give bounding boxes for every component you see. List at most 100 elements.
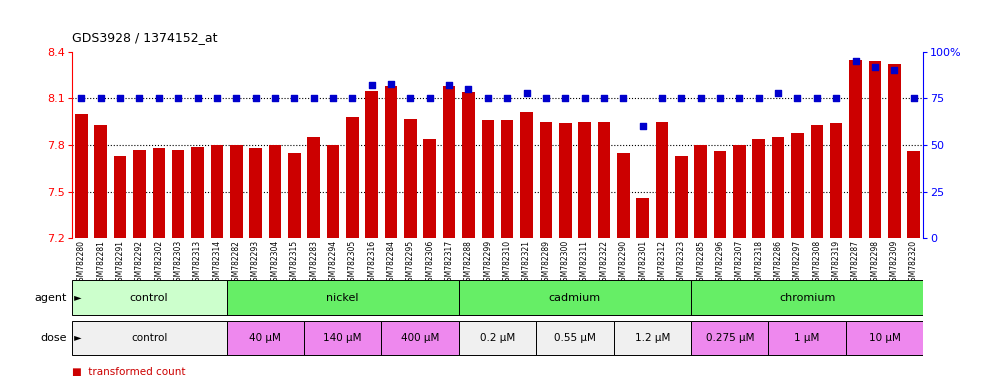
Point — [286, 95, 302, 101]
Bar — [72, 280, 226, 315]
Text: GSM782314: GSM782314 — [212, 240, 221, 286]
Bar — [614, 321, 691, 355]
Bar — [230, 145, 242, 238]
Bar — [733, 145, 746, 238]
Text: GSM782319: GSM782319 — [832, 240, 841, 286]
Text: GSM782315: GSM782315 — [290, 240, 299, 286]
Point — [673, 95, 689, 101]
Bar — [501, 120, 514, 238]
Text: GSM782318: GSM782318 — [754, 240, 763, 286]
Bar — [346, 117, 359, 238]
Point — [441, 82, 457, 88]
Text: GSM782293: GSM782293 — [251, 240, 260, 286]
Bar — [655, 122, 668, 238]
Point — [577, 95, 593, 101]
Bar — [559, 123, 572, 238]
Text: GSM782298: GSM782298 — [871, 240, 879, 286]
Text: GSM782304: GSM782304 — [271, 240, 280, 286]
Bar — [520, 113, 533, 238]
Bar — [869, 61, 881, 238]
Bar — [249, 148, 262, 238]
Bar — [191, 147, 204, 238]
Text: 0.55 μM: 0.55 μM — [554, 333, 596, 343]
Bar — [598, 122, 611, 238]
Text: GSM782313: GSM782313 — [193, 240, 202, 286]
Text: GSM782288: GSM782288 — [464, 240, 473, 286]
Text: GSM782322: GSM782322 — [600, 240, 609, 286]
Text: GSM782296: GSM782296 — [715, 240, 724, 286]
Bar — [75, 114, 88, 238]
Text: GSM782294: GSM782294 — [329, 240, 338, 286]
Text: control: control — [129, 293, 168, 303]
Text: control: control — [130, 333, 167, 343]
Text: GSM782282: GSM782282 — [232, 240, 241, 286]
Bar — [772, 137, 785, 238]
Point — [345, 95, 361, 101]
Point — [829, 95, 845, 101]
Bar — [536, 321, 614, 355]
Text: 10 μM: 10 μM — [869, 333, 900, 343]
Bar — [304, 321, 381, 355]
Text: GSM782290: GSM782290 — [619, 240, 627, 286]
Text: GSM782295: GSM782295 — [406, 240, 415, 286]
Bar — [811, 125, 823, 238]
Text: 0.2 μM: 0.2 μM — [480, 333, 515, 343]
Text: GSM782297: GSM782297 — [793, 240, 802, 286]
Point — [74, 95, 90, 101]
Bar — [714, 151, 726, 238]
Point — [131, 95, 147, 101]
Text: GSM782292: GSM782292 — [134, 240, 144, 286]
Point — [325, 95, 341, 101]
Point — [596, 95, 612, 101]
Bar — [617, 153, 629, 238]
Bar — [753, 139, 765, 238]
Text: 400 μM: 400 μM — [401, 333, 439, 343]
Point — [460, 86, 476, 92]
Point — [886, 68, 902, 74]
Point — [364, 82, 379, 88]
Point — [712, 95, 728, 101]
Bar — [269, 145, 281, 238]
Point — [306, 95, 322, 101]
Text: GSM782312: GSM782312 — [657, 240, 666, 286]
Text: GSM782310: GSM782310 — [503, 240, 512, 286]
Text: 1 μM: 1 μM — [795, 333, 820, 343]
Text: GSM782302: GSM782302 — [154, 240, 163, 286]
Point — [170, 95, 186, 101]
Bar — [384, 86, 397, 238]
Text: GSM782321: GSM782321 — [522, 240, 531, 286]
Text: GSM782308: GSM782308 — [813, 240, 822, 286]
Text: GSM782311: GSM782311 — [580, 240, 589, 286]
Bar — [114, 156, 126, 238]
Bar — [72, 321, 226, 355]
Text: GSM782303: GSM782303 — [173, 240, 182, 286]
Point — [267, 95, 283, 101]
Point — [693, 95, 709, 101]
Text: ►: ► — [71, 293, 82, 303]
Text: GSM782281: GSM782281 — [97, 240, 106, 286]
Bar — [288, 153, 301, 238]
Bar — [830, 123, 843, 238]
Bar — [226, 280, 459, 315]
Point — [150, 95, 166, 101]
Text: cadmium: cadmium — [549, 293, 601, 303]
Bar — [226, 321, 304, 355]
Point — [93, 95, 109, 101]
Bar — [694, 145, 707, 238]
Text: GSM782300: GSM782300 — [561, 240, 570, 286]
Bar — [540, 122, 552, 238]
Bar — [459, 280, 691, 315]
Text: GSM782309: GSM782309 — [889, 240, 898, 286]
Bar — [210, 145, 223, 238]
Text: GSM782323: GSM782323 — [677, 240, 686, 286]
Text: GSM782280: GSM782280 — [77, 240, 86, 286]
Point — [480, 95, 496, 101]
Point — [402, 95, 418, 101]
Point — [809, 95, 825, 101]
Text: 1.2 μM: 1.2 μM — [634, 333, 670, 343]
Text: GSM782316: GSM782316 — [368, 240, 376, 286]
Text: GSM782283: GSM782283 — [309, 240, 318, 286]
Text: GSM782287: GSM782287 — [851, 240, 861, 286]
Text: GSM782289: GSM782289 — [542, 240, 551, 286]
Point — [634, 123, 650, 129]
